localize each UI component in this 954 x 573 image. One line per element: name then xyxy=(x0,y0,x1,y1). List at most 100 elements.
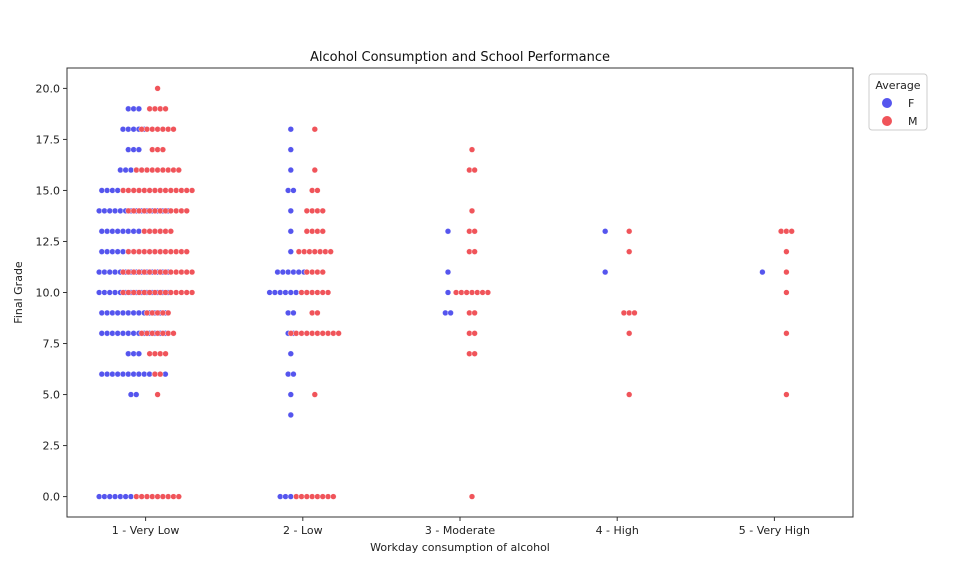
data-point xyxy=(141,228,148,235)
data-point xyxy=(157,207,164,214)
data-point xyxy=(314,187,321,194)
data-point xyxy=(114,187,121,194)
data-point xyxy=(96,268,103,276)
data-point xyxy=(178,248,185,255)
data-point xyxy=(183,187,190,194)
data-point xyxy=(162,350,169,357)
data-point xyxy=(133,493,140,500)
data-point xyxy=(98,187,105,194)
data-point xyxy=(314,207,321,214)
data-point xyxy=(178,268,185,276)
data-point xyxy=(141,371,148,378)
data-point xyxy=(103,248,111,255)
data-point xyxy=(141,289,148,296)
data-point xyxy=(287,146,294,153)
data-point xyxy=(309,289,316,296)
data-point xyxy=(175,166,182,174)
data-point xyxy=(319,207,326,214)
data-point xyxy=(159,126,167,133)
data-point xyxy=(317,248,324,255)
data-point xyxy=(183,289,190,296)
data-point xyxy=(309,493,316,500)
data-point xyxy=(157,350,164,357)
data-point xyxy=(162,187,169,194)
data-point xyxy=(466,330,473,337)
x-tick-label: 2 - Low xyxy=(283,524,323,537)
data-point xyxy=(162,248,169,255)
data-point xyxy=(311,166,318,174)
data-point xyxy=(165,493,172,500)
data-point xyxy=(466,228,473,235)
data-point xyxy=(98,228,105,235)
data-point xyxy=(114,330,121,337)
data-point xyxy=(309,309,316,317)
data-point xyxy=(154,126,161,133)
data-point xyxy=(444,268,452,276)
data-point xyxy=(165,126,172,133)
data-point xyxy=(138,166,145,174)
data-point xyxy=(167,187,174,194)
data-point xyxy=(125,105,132,112)
data-point xyxy=(151,187,159,194)
data-point xyxy=(122,493,129,500)
data-point xyxy=(463,289,470,296)
data-point xyxy=(109,309,116,317)
data-point xyxy=(314,330,321,337)
data-point xyxy=(119,330,127,337)
data-point xyxy=(125,330,132,337)
data-point xyxy=(96,207,103,214)
data-point xyxy=(626,248,633,255)
data-point xyxy=(135,228,143,235)
data-point xyxy=(109,371,116,378)
data-point xyxy=(314,228,321,235)
data-point xyxy=(114,228,121,235)
data-point xyxy=(474,289,481,296)
data-point xyxy=(146,289,153,296)
data-point xyxy=(271,289,279,296)
data-point xyxy=(135,207,143,214)
data-point xyxy=(125,126,132,133)
data-point xyxy=(125,371,132,378)
data-point xyxy=(162,228,169,235)
data-point xyxy=(143,309,151,317)
data-point xyxy=(783,228,790,235)
data-point xyxy=(314,289,321,296)
data-point xyxy=(146,248,153,255)
data-point xyxy=(309,187,316,194)
data-point xyxy=(119,371,127,378)
data-point xyxy=(471,228,478,235)
data-point xyxy=(324,289,332,296)
data-point xyxy=(783,330,790,337)
data-point xyxy=(471,309,478,317)
data-point xyxy=(309,228,316,235)
data-point xyxy=(106,268,113,276)
data-point xyxy=(287,207,294,214)
data-point xyxy=(120,289,127,296)
data-point xyxy=(109,228,116,235)
data-point xyxy=(173,248,180,255)
data-point xyxy=(303,207,310,214)
legend-label: M xyxy=(908,115,918,128)
data-point xyxy=(303,289,310,296)
data-point xyxy=(287,289,294,296)
x-axis: 1 - Very Low 2 - Low 3 - Moderate 4 - High 5… xyxy=(112,517,810,537)
data-point xyxy=(141,248,148,255)
y-tick-label: 5.0 xyxy=(43,389,61,402)
data-point xyxy=(130,126,137,133)
data-point xyxy=(154,493,161,500)
data-point xyxy=(101,268,108,276)
data-point xyxy=(135,350,143,357)
y-axis-label: Final Grade xyxy=(12,261,25,324)
data-point xyxy=(444,228,452,235)
data-point xyxy=(120,268,127,276)
data-point xyxy=(319,493,326,500)
data-point xyxy=(298,330,305,337)
data-point xyxy=(626,309,633,317)
data-point xyxy=(154,309,161,317)
data-point xyxy=(157,371,164,378)
data-point xyxy=(285,187,292,194)
data-point xyxy=(330,493,337,500)
data-point xyxy=(151,228,159,235)
data-point xyxy=(290,309,297,317)
